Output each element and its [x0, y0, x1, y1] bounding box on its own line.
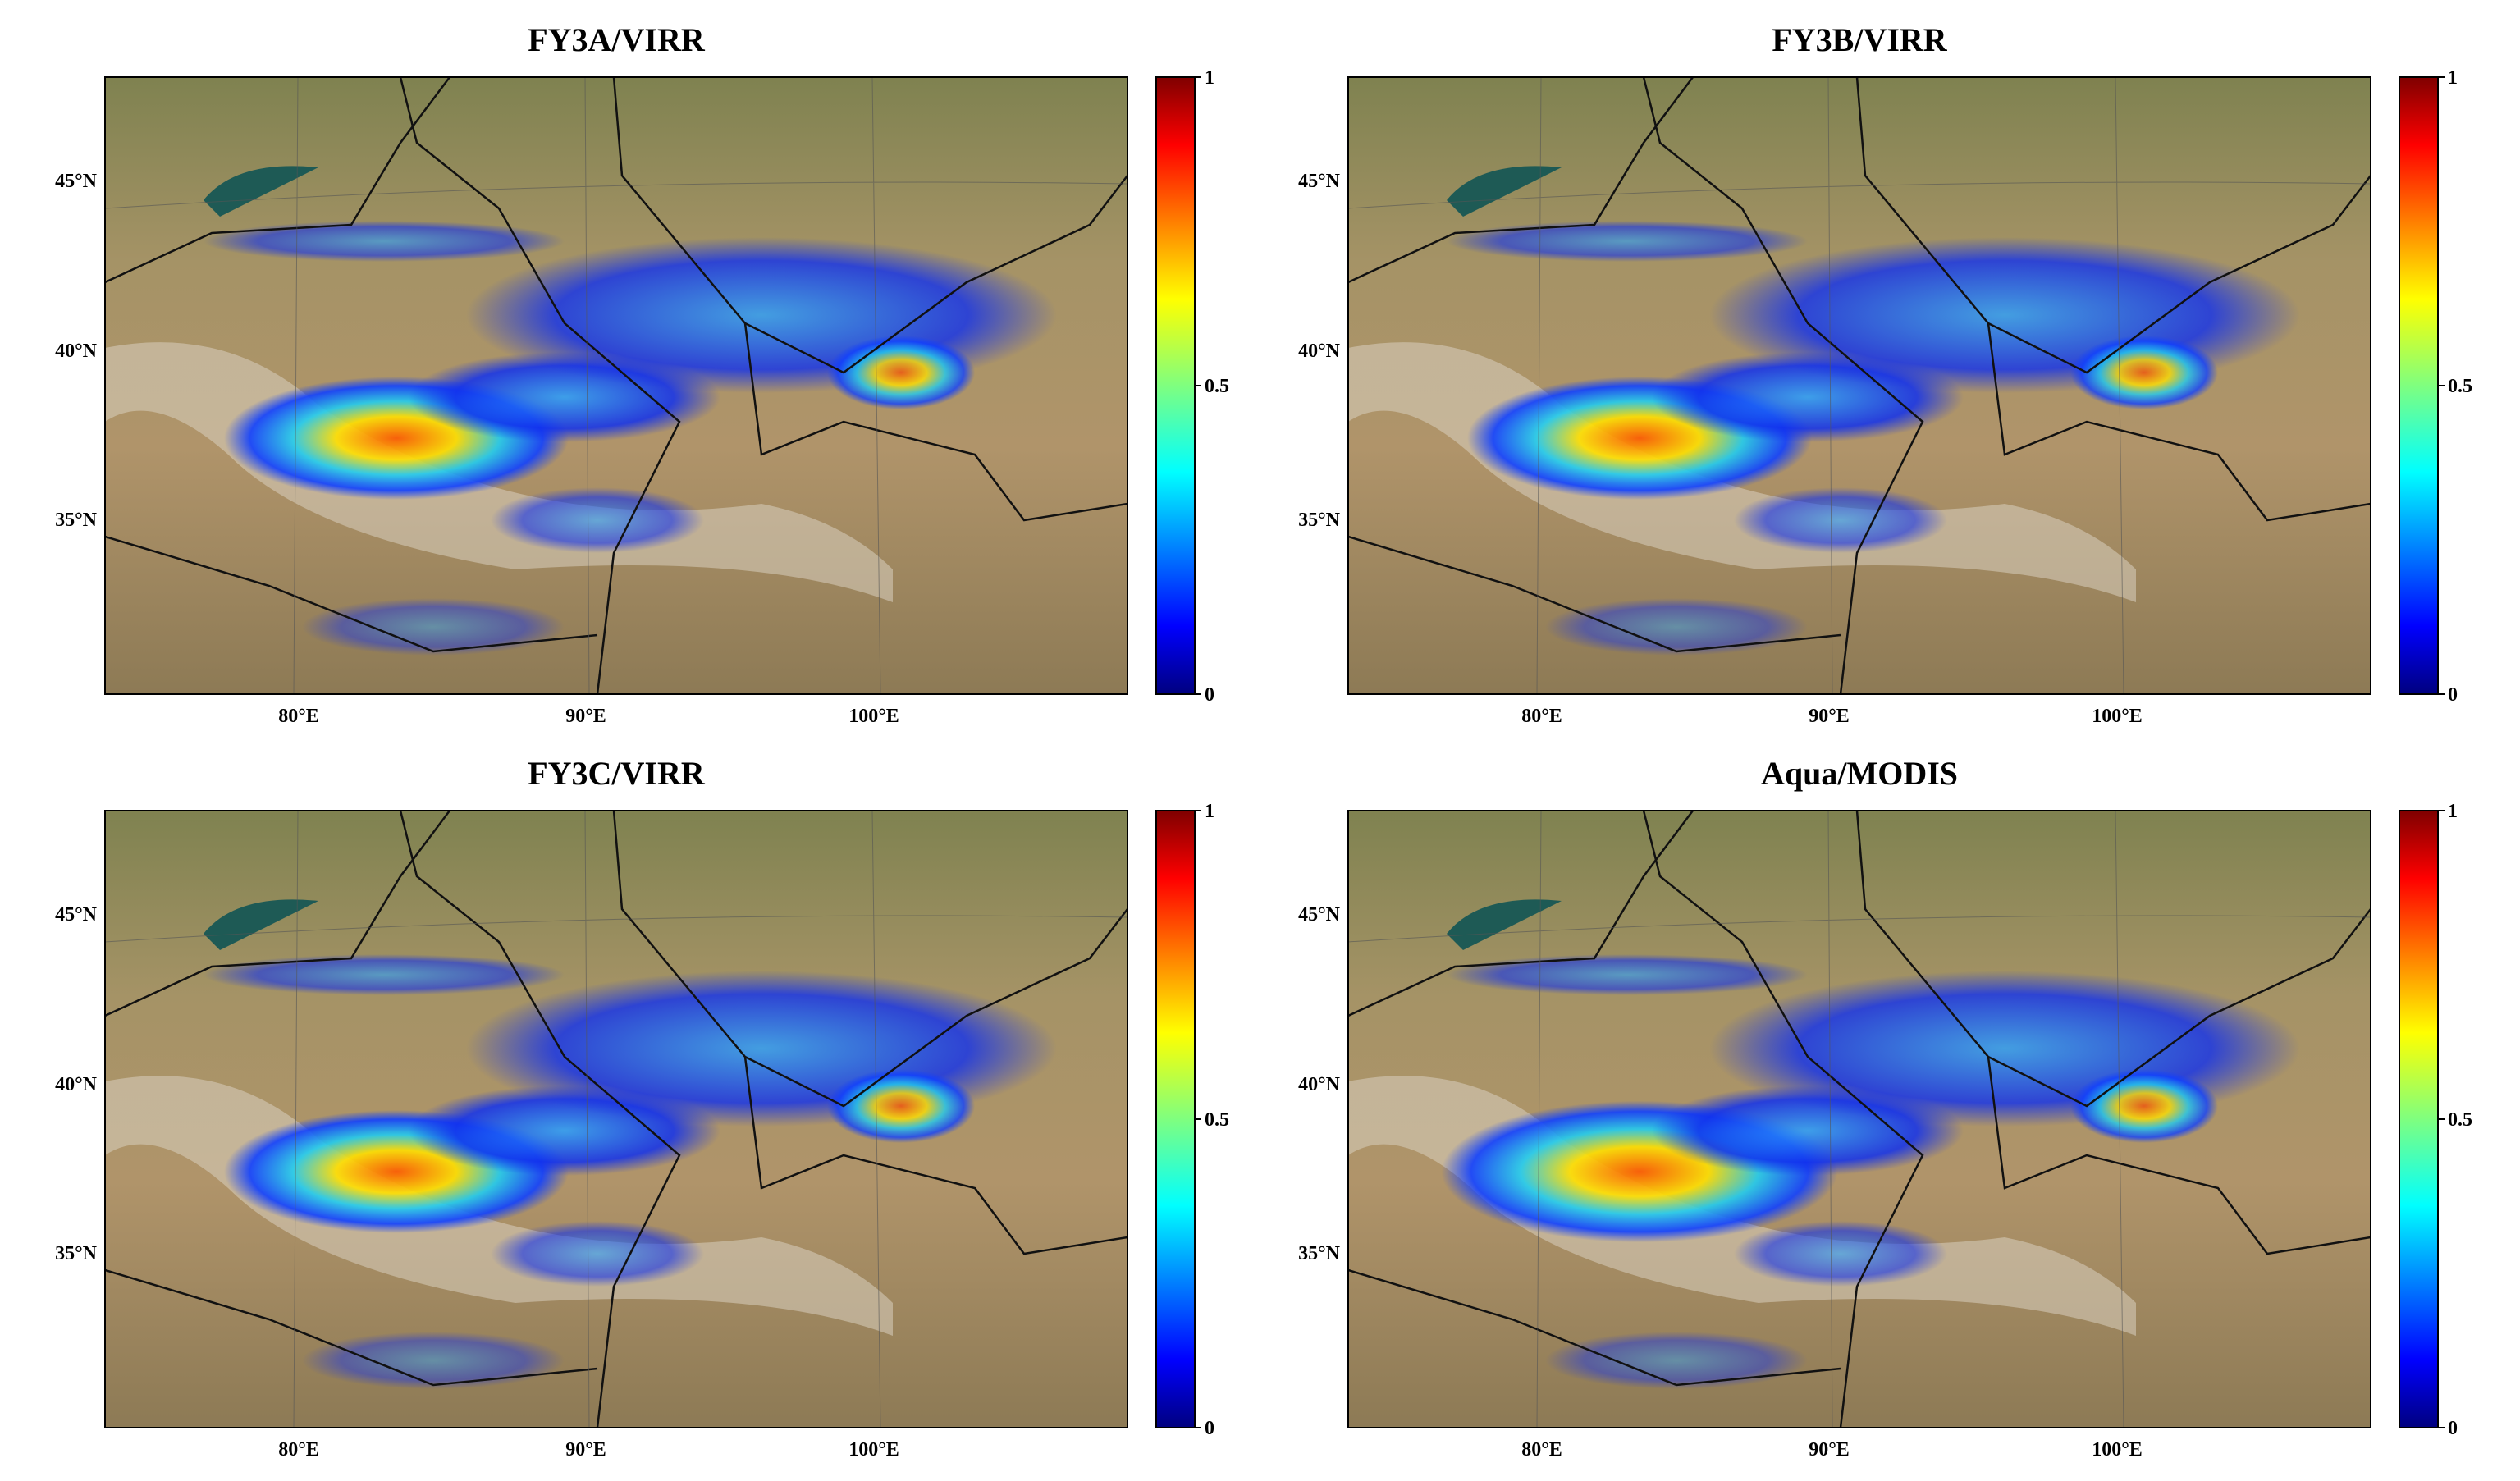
dust-plume — [1545, 598, 1808, 656]
lat-label: 45°N — [1298, 171, 1341, 192]
lon-label: 100°E — [2092, 706, 2143, 727]
lon-label: 80°E — [278, 1439, 319, 1460]
lon-label: 100°E — [848, 1439, 899, 1460]
colorbar — [1155, 810, 1196, 1428]
lon-label: 90°E — [1809, 706, 1850, 727]
lon-label: 90°E — [1809, 1439, 1850, 1460]
colorbar-tick-label: 0.5 — [1205, 376, 1229, 397]
colorbar-tick-label: 1 — [1205, 801, 1214, 822]
borders — [1348, 811, 2371, 1428]
map — [1348, 811, 2371, 1428]
map — [105, 77, 1127, 694]
graticule — [105, 811, 1127, 1428]
dust-plume — [204, 221, 565, 262]
map-frame — [1347, 76, 2371, 695]
lat-label: 40°N — [55, 341, 98, 362]
panel: FY3B/VIRR 45°N 40°N 35°N 80°E 90°E 100°E 0 0.5 1 — [1298, 21, 2472, 727]
lat-label: 35°N — [55, 1243, 98, 1264]
colorbar — [2399, 76, 2439, 695]
map-frame — [1347, 810, 2371, 1428]
dust-plume — [1447, 954, 1808, 995]
dust-plume — [1447, 221, 1808, 262]
colorbar — [1155, 76, 1196, 695]
borders — [105, 811, 1127, 1428]
colorbar-tick-label: 0.5 — [2448, 1109, 2472, 1131]
dust-plume — [2070, 1069, 2218, 1143]
dust-plume — [302, 598, 565, 656]
lake — [1447, 166, 1562, 217]
graticule — [1348, 77, 2371, 694]
lat-label: 40°N — [1298, 1074, 1341, 1095]
dust-plume — [1734, 1221, 1947, 1287]
map-frame — [104, 810, 1128, 1428]
panel: Aqua/MODIS 45°N 40°N 35°N 80°E 90°E 100°E 0 0.5 1 — [1298, 755, 2472, 1460]
colorbar-tick-label: 1 — [2448, 67, 2458, 89]
lat-label: 40°N — [55, 1074, 98, 1095]
lon-label: 80°E — [1521, 1439, 1562, 1460]
panel-title: Aqua/MODIS — [1761, 755, 1958, 792]
colorbar-tick-label: 1 — [1205, 67, 1214, 89]
colorbar-tick-label: 0 — [2448, 684, 2458, 706]
borders — [105, 77, 1127, 694]
dust-plume — [827, 336, 975, 409]
dust-plume — [302, 1332, 565, 1389]
map — [1348, 77, 2371, 694]
lat-label: 35°N — [1298, 1243, 1341, 1264]
dust-plume — [204, 954, 565, 995]
colorbar-tick-label: 1 — [2448, 801, 2458, 822]
dust-plume — [827, 1069, 975, 1143]
panel: FY3C/VIRR 45°N 40°N 35°N 80°E 90°E 100°E 0 0.5 1 — [55, 755, 1229, 1460]
map-frame — [104, 76, 1128, 695]
lon-label: 90°E — [565, 1439, 606, 1460]
lake — [204, 899, 318, 950]
colorbar-tick-label: 0.5 — [2448, 376, 2472, 397]
panel-title: FY3A/VIRR — [528, 21, 706, 58]
lat-label: 40°N — [1298, 341, 1341, 362]
dust-plume — [1734, 487, 1947, 553]
lat-label: 45°N — [55, 904, 98, 926]
colorbar-tick-label: 0 — [2448, 1418, 2458, 1439]
lat-label: 35°N — [1298, 510, 1341, 531]
colorbar — [2399, 810, 2439, 1428]
panel: FY3A/VIRR 45°N 40°N 35°N 80°E 90°E 100°E 0 0.5 1 — [55, 21, 1229, 727]
lake — [204, 166, 318, 217]
colorbar-tick-label: 0.5 — [1205, 1109, 1229, 1131]
dust-plume — [1545, 1332, 1808, 1389]
map — [105, 811, 1127, 1428]
graticule — [105, 77, 1127, 694]
dust-plume — [491, 487, 704, 553]
lon-label: 100°E — [2092, 1439, 2143, 1460]
colorbar-tick-label: 0 — [1205, 1418, 1214, 1439]
panel-title: FY3C/VIRR — [528, 755, 706, 792]
dust-plume — [491, 1221, 704, 1287]
lat-label: 35°N — [55, 510, 98, 531]
lon-label: 80°E — [278, 706, 319, 727]
panel-title: FY3B/VIRR — [1772, 21, 1947, 58]
lon-label: 100°E — [848, 706, 899, 727]
lon-label: 80°E — [1521, 706, 1562, 727]
dust-plume — [2070, 336, 2218, 409]
lon-label: 90°E — [565, 706, 606, 727]
lat-label: 45°N — [1298, 904, 1341, 926]
colorbar-tick-label: 0 — [1205, 684, 1214, 706]
borders — [1348, 77, 2371, 694]
lat-label: 45°N — [55, 171, 98, 192]
graticule — [1348, 811, 2371, 1428]
lake — [1447, 899, 1562, 950]
